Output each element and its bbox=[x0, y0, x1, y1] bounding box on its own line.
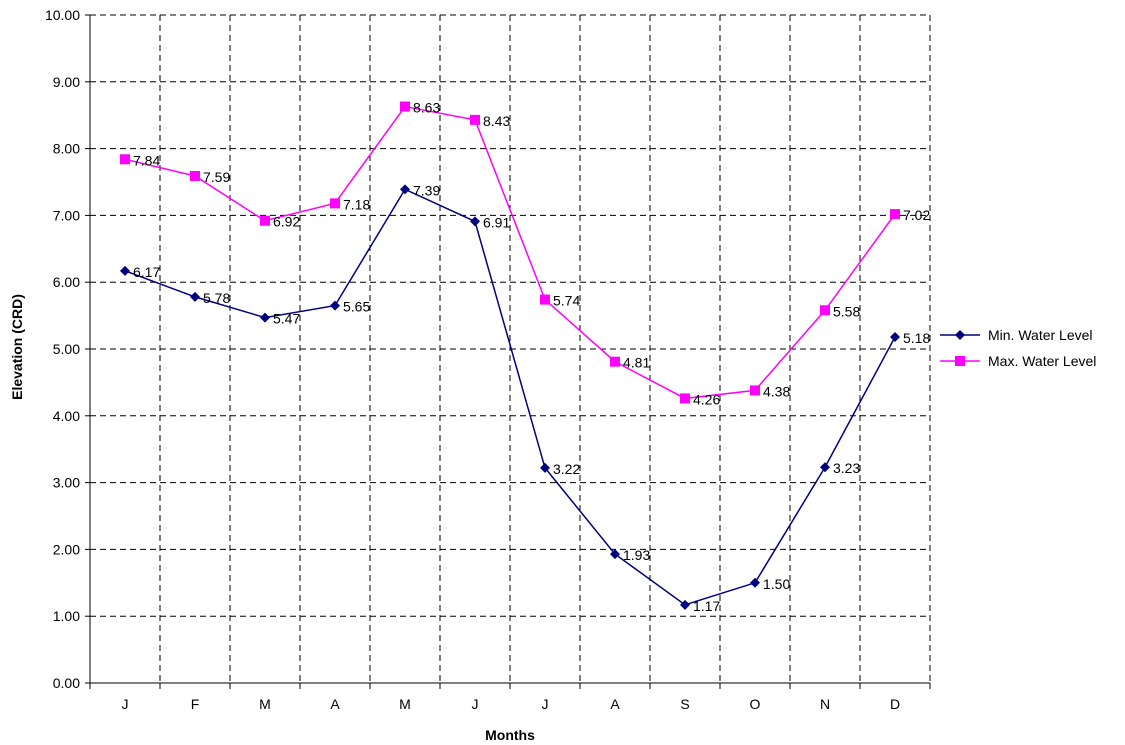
data-point bbox=[610, 549, 620, 560]
data-point bbox=[820, 462, 830, 473]
data-label: 5.78 bbox=[203, 290, 230, 306]
data-label: 4.26 bbox=[693, 391, 720, 407]
data-point bbox=[190, 291, 200, 302]
data-label: 5.18 bbox=[903, 330, 930, 346]
y-tick-label: 1.00 bbox=[53, 608, 80, 624]
legend-marker bbox=[955, 356, 965, 366]
data-point bbox=[190, 170, 200, 181]
y-tick-label: 4.00 bbox=[53, 408, 80, 424]
data-point bbox=[470, 114, 480, 125]
data-point bbox=[540, 294, 550, 305]
data-label: 1.17 bbox=[693, 598, 720, 614]
data-point bbox=[820, 305, 830, 316]
data-point bbox=[120, 154, 130, 165]
data-label: 1.93 bbox=[623, 547, 650, 563]
y-tick-label: 3.00 bbox=[53, 475, 80, 491]
data-point bbox=[470, 216, 480, 227]
series-line bbox=[124, 188, 896, 606]
grid bbox=[90, 14, 931, 683]
data-label: 8.43 bbox=[483, 113, 510, 129]
legend-label: Max. Water Level bbox=[988, 353, 1096, 369]
legend: Min. Water Level Max. Water Level bbox=[940, 327, 1096, 369]
data-label: 7.18 bbox=[343, 196, 370, 212]
data-label: 7.84 bbox=[133, 152, 160, 168]
x-tick-label: F bbox=[191, 696, 200, 712]
data-label: 3.22 bbox=[553, 461, 580, 477]
x-tick-label: J bbox=[542, 696, 549, 712]
axes: 0.00 1.00 2.00 3.00 4.00 5.00 6.00 7.00 8.00 9.00… bbox=[45, 7, 931, 712]
data-point bbox=[680, 393, 690, 404]
data-point bbox=[260, 312, 270, 323]
data-labels: 6.17 5.78 5.47 5.65 7.39 6.91 3.22 1.93 1.17 1.50… bbox=[133, 100, 930, 614]
data-point bbox=[260, 215, 270, 226]
x-tick-label: D bbox=[890, 696, 900, 712]
data-point bbox=[540, 462, 550, 473]
data-point bbox=[330, 300, 340, 311]
y-tick-label: 10.00 bbox=[45, 7, 80, 23]
data-label: 6.91 bbox=[483, 214, 510, 230]
data-label: 5.74 bbox=[553, 293, 580, 309]
x-tick-label: J bbox=[122, 696, 129, 712]
data-label: 4.38 bbox=[763, 383, 790, 399]
data-point bbox=[400, 101, 410, 112]
y-axis-title: Elevation (CRD) bbox=[9, 294, 25, 400]
y-tick-label: 8.00 bbox=[53, 141, 80, 157]
x-tick-label: J bbox=[472, 696, 479, 712]
x-axis-title: Months bbox=[485, 727, 535, 743]
data-label: 5.47 bbox=[273, 311, 300, 327]
data-point bbox=[330, 198, 340, 209]
series bbox=[120, 101, 900, 610]
data-point bbox=[750, 385, 760, 396]
data-label: 3.23 bbox=[833, 460, 860, 476]
series-line bbox=[124, 105, 896, 400]
x-tick-label: S bbox=[680, 696, 689, 712]
data-label: 6.92 bbox=[273, 214, 300, 230]
x-tick-label: O bbox=[750, 696, 761, 712]
x-tick-label: A bbox=[610, 696, 620, 712]
data-point bbox=[890, 331, 900, 342]
y-tick-label: 6.00 bbox=[53, 274, 80, 290]
data-label: 4.81 bbox=[623, 355, 650, 371]
y-tick-label: 7.00 bbox=[53, 207, 80, 223]
x-tick-label: A bbox=[330, 696, 340, 712]
data-point bbox=[610, 356, 620, 367]
data-point bbox=[750, 577, 760, 588]
x-tick-label: M bbox=[259, 696, 271, 712]
x-tick-label: N bbox=[820, 696, 830, 712]
y-tick-label: 0.00 bbox=[53, 675, 80, 691]
data-label: 7.02 bbox=[903, 207, 930, 223]
data-label: 1.50 bbox=[763, 576, 790, 592]
legend-marker bbox=[955, 330, 965, 340]
data-label: 6.17 bbox=[133, 264, 160, 280]
data-point bbox=[120, 265, 130, 276]
x-tick-label: M bbox=[399, 696, 411, 712]
data-label: 7.59 bbox=[203, 169, 230, 185]
y-tick-label: 5.00 bbox=[53, 341, 80, 357]
y-tick-label: 2.00 bbox=[53, 541, 80, 557]
data-point bbox=[400, 184, 410, 195]
legend-label: Min. Water Level bbox=[988, 327, 1093, 343]
data-label: 7.39 bbox=[413, 182, 440, 198]
data-label: 5.58 bbox=[833, 303, 860, 319]
data-label: 5.65 bbox=[343, 299, 370, 315]
data-point bbox=[680, 599, 690, 610]
data-point bbox=[890, 209, 900, 220]
data-label: 8.63 bbox=[413, 100, 440, 116]
y-tick-label: 9.00 bbox=[53, 74, 80, 90]
